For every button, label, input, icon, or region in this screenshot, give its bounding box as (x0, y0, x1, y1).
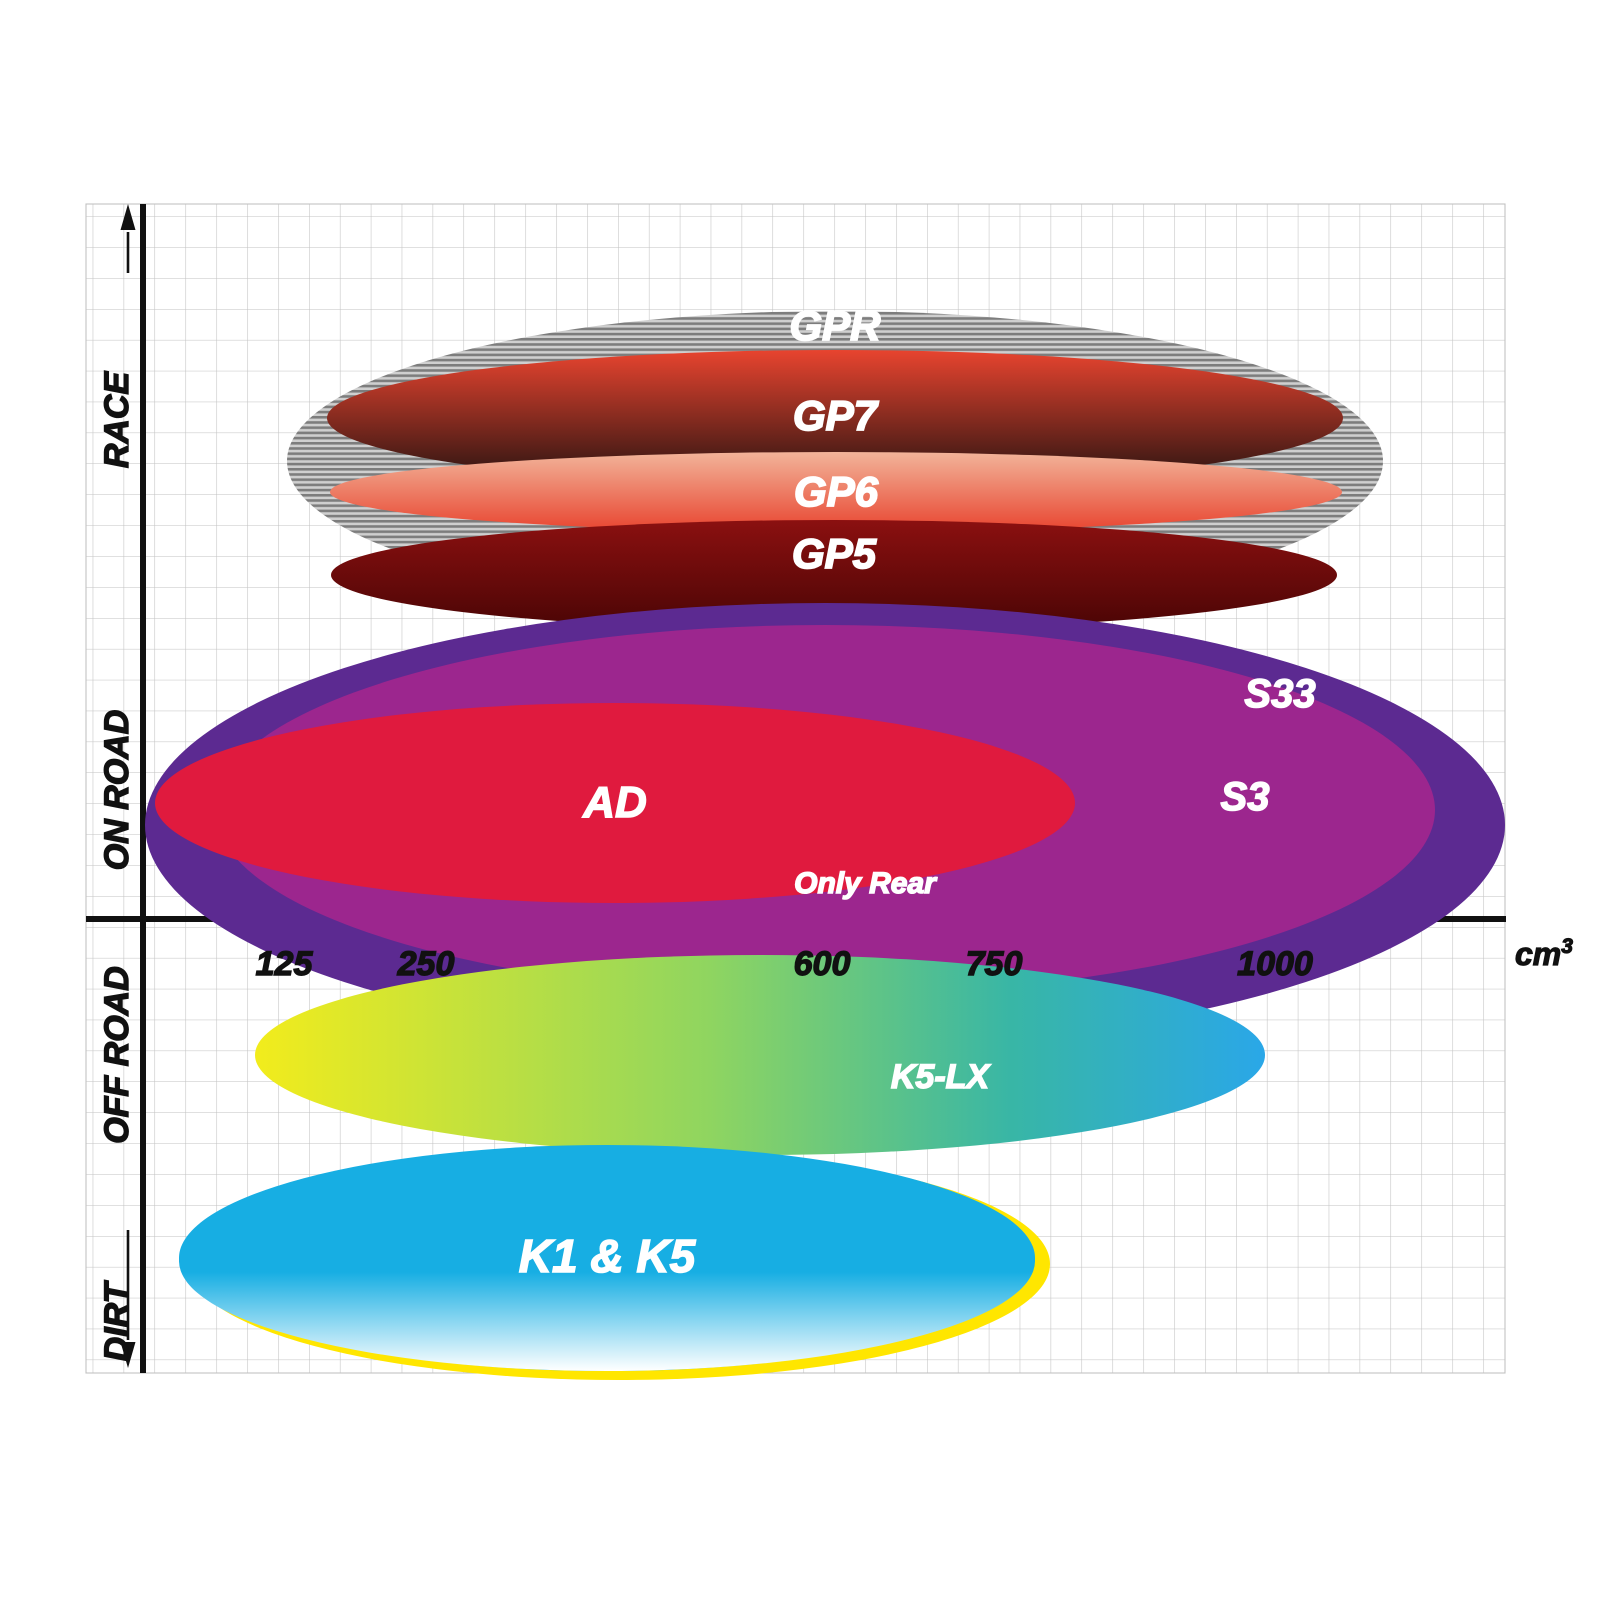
svg-text:125: 125 (256, 945, 314, 983)
svg-text:S33: S33 (1244, 672, 1315, 716)
svg-text:750: 750 (966, 945, 1023, 983)
svg-text:Only Rear: Only Rear (794, 867, 938, 900)
svg-text:GP7: GP7 (793, 392, 879, 439)
svg-text:GP6: GP6 (794, 468, 879, 515)
svg-text:GP5: GP5 (792, 530, 877, 577)
svg-text:S3: S3 (1221, 775, 1270, 819)
svg-text:cm3: cm3 (1515, 935, 1573, 972)
svg-text:ON ROAD: ON ROAD (98, 710, 136, 871)
svg-text:250: 250 (397, 945, 455, 983)
svg-text:K1 & K5: K1 & K5 (519, 1230, 697, 1282)
svg-text:RACE: RACE (98, 371, 136, 469)
svg-text:GPR: GPR (789, 302, 881, 349)
svg-text:600: 600 (794, 945, 851, 983)
svg-text:OFF ROAD: OFF ROAD (98, 966, 136, 1144)
svg-text:K5-LX: K5-LX (891, 1058, 992, 1096)
svg-text:DIRT: DIRT (98, 1279, 136, 1361)
svg-text:AD: AD (582, 778, 647, 827)
svg-text:1000: 1000 (1237, 945, 1313, 983)
